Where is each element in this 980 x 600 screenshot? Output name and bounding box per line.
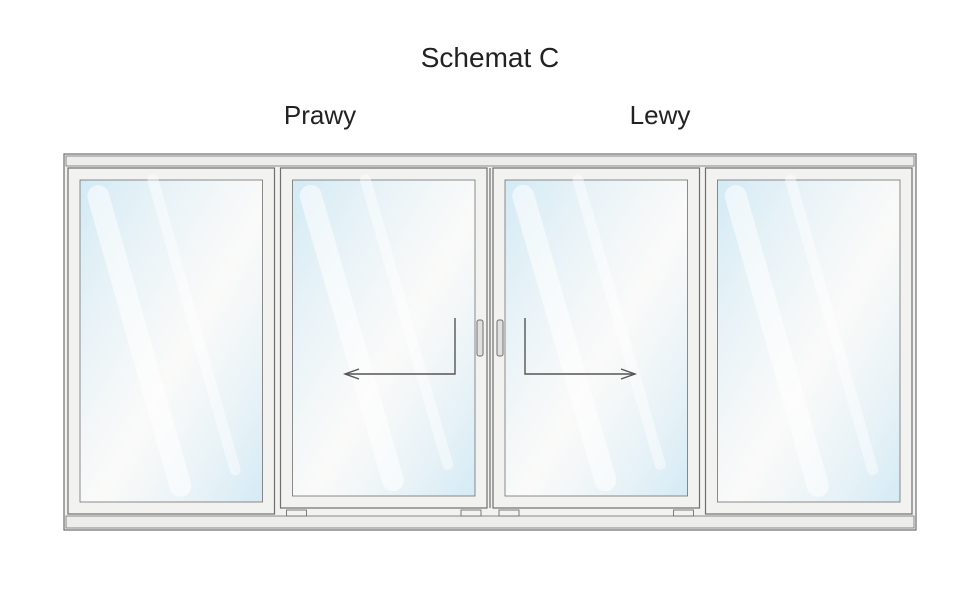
roller-p3-left (499, 510, 519, 516)
label-right: Lewy (630, 100, 691, 131)
label-left: Prawy (284, 100, 356, 131)
stage: Schemat C Prawy Lewy (0, 0, 980, 600)
roller-p2-left (287, 510, 307, 516)
diagram-title: Schemat C (0, 42, 980, 74)
handle-left (477, 320, 483, 356)
handle-right (497, 320, 503, 356)
roller-p3-right (674, 510, 694, 516)
head-rail (66, 156, 914, 166)
window-diagram (60, 150, 920, 550)
bottom-track (66, 516, 914, 528)
roller-p2-right (461, 510, 481, 516)
